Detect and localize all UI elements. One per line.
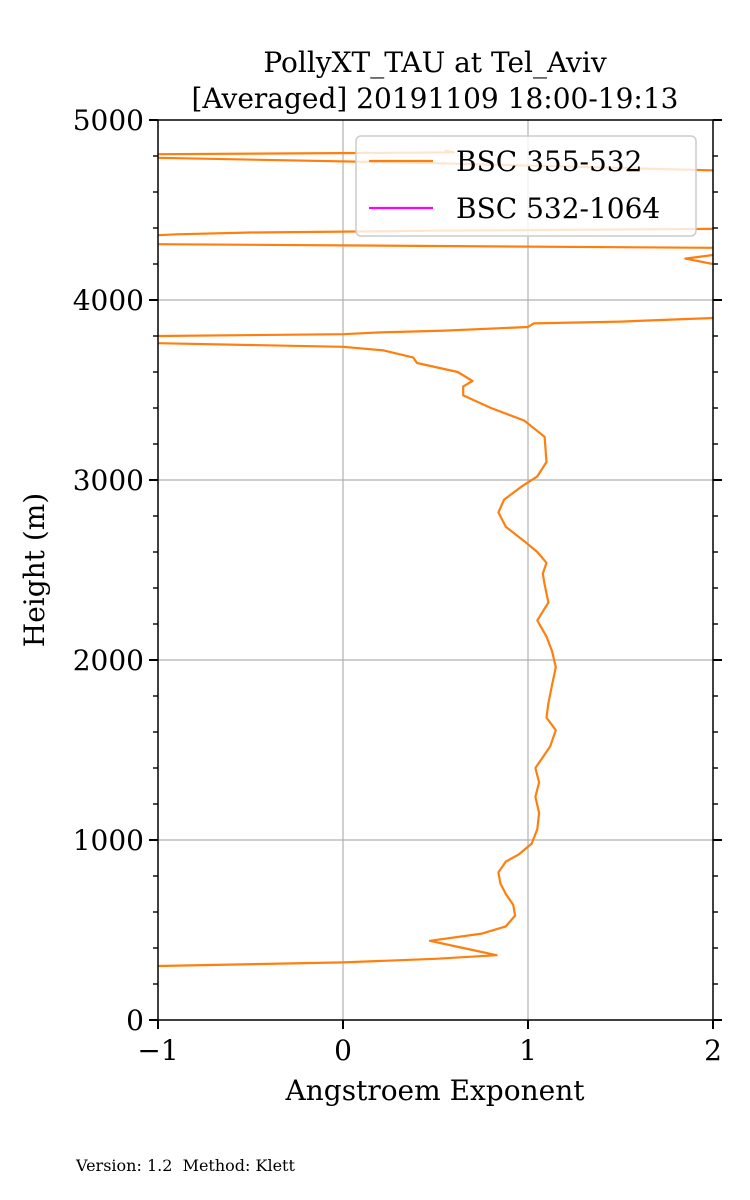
y-tick-label: 1000 [73, 824, 144, 857]
legend-label-bsc-532-1064: BSC 532-1064 [456, 192, 660, 225]
plot-frame [157, 119, 714, 1021]
x-tick-label: 2 [704, 1034, 722, 1067]
chart-title-line1: PollyXT_TAU at Tel_Aviv [263, 46, 606, 79]
chart-title-line2: [Averaged] 20191109 18:00-19:13 [192, 82, 679, 115]
y-tick-label: 3000 [73, 464, 144, 497]
legend-box [355, 135, 697, 237]
series-line-bsc-355-532-segment-1 [158, 316, 713, 338]
footer-method: Method: Klett [182, 1156, 295, 1175]
x-axis-label: Angstroem Exponent [285, 1074, 586, 1107]
y-axis-label: Height (m) [18, 493, 51, 647]
legend-label-bsc-355-532: BSC 355-532 [456, 145, 642, 178]
axis-ticks [149, 119, 722, 1029]
x-tick-label: 0 [334, 1034, 352, 1067]
y-tick-label: 5000 [73, 104, 144, 137]
series-line-bsc-355-532-segment-0 [158, 342, 557, 968]
series-line-bsc-355-532-segment-2 [158, 243, 713, 249]
x-tick-label: 1 [519, 1034, 537, 1067]
y-tick-label: 2000 [73, 644, 144, 677]
series-line-bsc-355-532-segment-3 [684, 253, 713, 266]
y-tick-label: 0 [126, 1004, 144, 1037]
footer-info: Version: 1.2 Method: Klett [76, 1156, 295, 1175]
series-layer [158, 149, 713, 968]
grid-lines [158, 120, 713, 1020]
x-tick-label: −1 [137, 1034, 178, 1067]
footer-version: Version: 1.2 [76, 1156, 173, 1175]
y-tick-label: 4000 [73, 284, 144, 317]
legend: BSC 355-532 BSC 532-1064 [355, 135, 697, 237]
